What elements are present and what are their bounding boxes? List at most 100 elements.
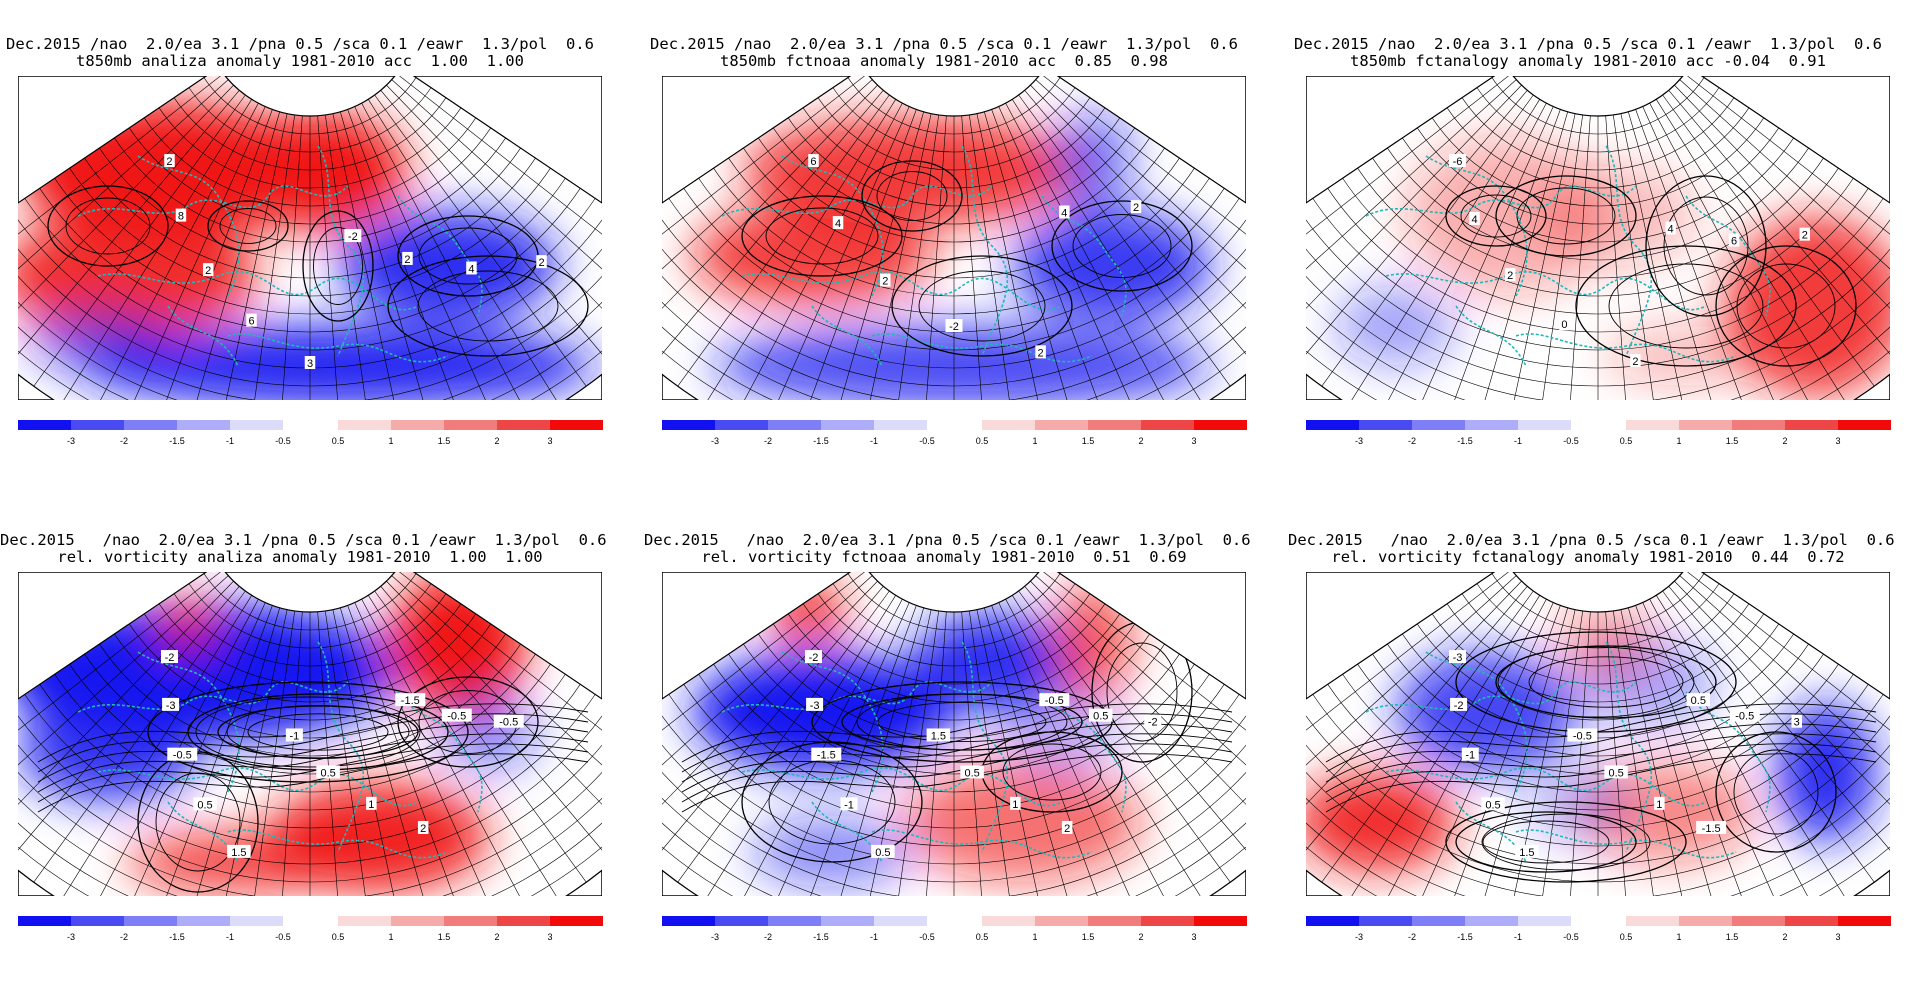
anomaly-map: 2 8 2 6 3 -2 2 4 2 <box>18 76 602 400</box>
colorbar-label: 0.5 <box>1620 436 1633 446</box>
contour-label: 4 <box>1471 214 1477 226</box>
colorbar-positive <box>338 420 603 430</box>
contour-labels: -6 4 2 0 2 4 6 2 <box>1448 154 1811 368</box>
colorbar-label: -1.5 <box>169 436 185 446</box>
contour-labels: 2 8 2 6 3 -2 2 4 2 <box>164 154 547 370</box>
colorbar-label: -0.5 <box>919 932 935 942</box>
colorbar-swatch <box>1088 916 1141 926</box>
contour-label: 2 <box>166 156 172 168</box>
colorbar-labels: -3 -2 -1.5 -1 -0.5 0.5 1 1.5 2 3 <box>67 932 553 942</box>
contour-label-box <box>1130 200 1142 214</box>
colorbar-label: 3 <box>547 932 552 942</box>
contour-label-box <box>1559 317 1570 331</box>
contour-label-box <box>1144 714 1162 728</box>
contour-label-box <box>1450 697 1468 711</box>
contour-label: 2 <box>1064 823 1070 835</box>
contour-label: -3 <box>1453 652 1463 664</box>
contour-label: 2 <box>1507 270 1513 282</box>
contour-label-box <box>285 728 303 742</box>
colorbar-label: -2 <box>120 932 128 942</box>
colorbar-swatch <box>1141 916 1194 926</box>
colorbar-label: -1.5 <box>813 932 829 942</box>
colorbar-swatch <box>1412 916 1465 926</box>
contour-label: 6 <box>1731 236 1737 248</box>
contour-label: -1.5 <box>817 750 836 762</box>
colorbar-swatch <box>1465 916 1518 926</box>
contour-label-box <box>1010 796 1021 810</box>
colorbar-swatch <box>550 420 603 430</box>
contour-label-box <box>1729 708 1760 722</box>
map-boundary <box>1306 76 1890 400</box>
colorbar-swatch <box>715 420 768 430</box>
contour-lines <box>741 160 1193 357</box>
contour-label-box <box>1469 211 1480 225</box>
contour-lines <box>1325 631 1877 883</box>
anomaly-field <box>78 326 598 400</box>
colorbar-labels: -3 -2 -1.5 -1 -0.5 0.5 1 1.5 2 3 <box>711 436 1197 446</box>
colorbar-label: -2 <box>120 436 128 446</box>
contour-label: -3 <box>810 700 820 712</box>
colorbar-label: 1.5 <box>438 436 451 446</box>
panel-title-line2: rel. vorticity analiza anomaly 1981-2010… <box>57 548 543 566</box>
contour-label: 0.5 <box>1608 767 1623 779</box>
contour-label: -0.5 <box>1735 711 1754 723</box>
contour-label: -1 <box>1465 750 1475 762</box>
anomaly-field <box>1012 211 1212 321</box>
colorbar-negative <box>662 420 927 430</box>
colorbar-swatch <box>124 420 177 430</box>
contour-label-box <box>441 708 472 722</box>
contour-label-box <box>1448 650 1466 664</box>
panel-title-line1: Dec.2015 /nao 2.0/ea 3.1 /pna 0.5 /sca 0… <box>1288 531 1895 549</box>
contour-label-box <box>1061 820 1073 834</box>
contour-label: 0.5 <box>1691 695 1706 707</box>
contour-label: -2 <box>348 231 358 243</box>
colorbar-label: 1 <box>1032 436 1037 446</box>
anomaly-field <box>1052 582 1132 702</box>
contour-label-box <box>1481 797 1505 811</box>
colorbar-label: -0.5 <box>1563 932 1579 942</box>
contour-label: 3 <box>1794 717 1800 729</box>
colorbar-label: -2 <box>1408 932 1416 942</box>
colorbar-swatch <box>1035 420 1088 430</box>
contour-label-box <box>162 697 180 711</box>
colorbar-swatch <box>982 420 1035 430</box>
colorbar-swatch <box>444 420 497 430</box>
colorbar-swatch <box>391 420 444 430</box>
map-boundary <box>1306 572 1890 896</box>
contour-label-box <box>832 216 844 230</box>
contour-label-box <box>167 747 198 761</box>
colorbar: -3 -2 -1.5 -1 -0.5 0.5 1 1.5 2 3 <box>662 420 1247 446</box>
colorbar-label: 2 <box>1138 932 1143 942</box>
anomaly-map: -3 -2 -1 0.5 1.5 -0.5 0.5 1 -1.5 0.5 -0.5 3 <box>1306 572 1890 896</box>
contour-label: 0.5 <box>1093 711 1108 723</box>
contour-lines <box>37 676 589 893</box>
contour-label-box <box>960 765 984 779</box>
colorbar-label: -3 <box>711 932 719 942</box>
colorbar-negative <box>1306 916 1571 926</box>
contour-label-box <box>1035 345 1046 359</box>
contour-lines <box>1445 175 1857 367</box>
contour-label-box <box>1654 796 1665 810</box>
contour-label-box <box>1567 728 1598 742</box>
contour-label-box <box>466 261 477 275</box>
contour-label-box <box>402 251 413 265</box>
contour-label-box <box>193 797 217 811</box>
contour-label-box <box>344 229 362 243</box>
contour-label-box <box>1448 154 1466 168</box>
colorbar-swatch <box>177 916 230 926</box>
contour-label-box <box>493 714 524 728</box>
contour-label-box <box>160 650 178 664</box>
colorbar: -3 -2 -1.5 -1 -0.5 0.5 1 1.5 2 3 <box>1306 916 1891 942</box>
colorbar-label: 1 <box>1676 932 1681 942</box>
contour-label: 2 <box>538 257 544 269</box>
coastlines <box>1365 145 1771 367</box>
contour-label: -0.5 <box>447 711 466 723</box>
colorbar-label: -0.5 <box>275 436 291 446</box>
panel-title-line1: Dec.2015 /nao 2.0/ea 3.1 /pna 0.5 /sca 0… <box>0 531 607 549</box>
colorbar-label: 2 <box>1138 436 1143 446</box>
colorbar-swatch <box>230 420 283 430</box>
contour-label-box <box>246 313 257 327</box>
contour-label: -0.5 <box>173 750 192 762</box>
contour-label-box <box>1604 765 1628 779</box>
contour-lines <box>47 185 589 357</box>
